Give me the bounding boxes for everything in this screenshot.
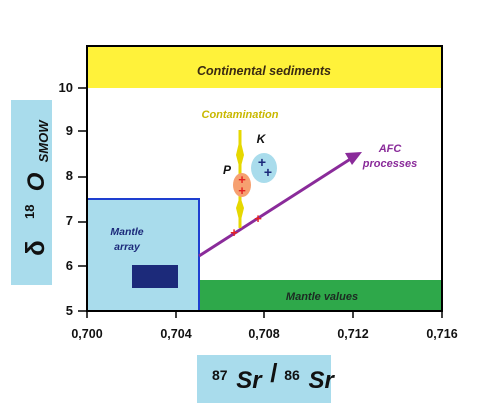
- x-axis-title: 87 Sr / 86 Sr: [212, 358, 335, 394]
- afc-label-line2: processes: [362, 158, 417, 170]
- y-axis-title: δ 18 O SMOW: [10, 119, 51, 256]
- x-tick-label: 0,716: [426, 327, 457, 341]
- y-tick-label: 6: [66, 258, 73, 273]
- k-label: K: [257, 132, 267, 146]
- k-data-point: +: [264, 164, 272, 180]
- mantle-array-label-line2: array: [114, 241, 141, 253]
- y-tick-label: 5: [66, 303, 73, 318]
- p-label: P: [223, 163, 232, 177]
- contamination-label: Contamination: [202, 109, 279, 121]
- afc-label-line1: AFC: [378, 143, 403, 155]
- contamination-marker: [236, 196, 244, 224]
- y-tick-label: 8: [66, 168, 73, 183]
- mantle-array-label-line1: Mantle: [110, 226, 143, 238]
- p-data-point: +: [238, 183, 246, 198]
- mantle-array-field: [86, 198, 200, 312]
- continental-sediments-field: [87, 46, 442, 88]
- y-axis-title-sup: 18: [22, 205, 37, 219]
- x-tick-label: 0,704: [160, 327, 191, 341]
- x-axis-title-sup2: 86: [284, 367, 300, 383]
- k-sample-field: [251, 153, 277, 183]
- x-axis-label-box: [197, 355, 331, 403]
- x-axis: 0,700 0,704 0,708 0,712 0,716: [71, 311, 458, 341]
- svg-text:87 Sr / 86: 87 Sr / 86 Sr: [212, 358, 335, 394]
- x-tick-label: 0,700: [71, 327, 102, 341]
- svg-text:δ 18 O SMOW: δ 18 O SMOW: [10, 119, 51, 256]
- y-axis: 5 6 7 8 9 10: [59, 80, 87, 318]
- x-tick-label: 0,708: [248, 327, 279, 341]
- p-data-point: +: [238, 172, 246, 187]
- afc-trend-line: [198, 156, 353, 258]
- y-tick-label: 9: [66, 123, 73, 138]
- afc-data-point: +: [230, 225, 238, 240]
- y-tick-label: 10: [59, 80, 73, 95]
- x-axis-title-main2: Sr: [308, 367, 335, 394]
- continental-sediments-label: Continental sediments: [197, 64, 331, 78]
- y-axis-title-delta: δ: [20, 240, 50, 256]
- x-tick-label: 0,712: [337, 327, 368, 341]
- x-axis-title-main1: Sr: [236, 367, 263, 394]
- y-axis-title-main: O: [23, 172, 50, 191]
- y-tick-label: 7: [66, 213, 73, 228]
- x-axis-title-sup1: 87: [212, 367, 228, 383]
- k-data-point: +: [258, 154, 266, 170]
- y-axis-title-sub: SMOW: [36, 119, 51, 163]
- afc-arrow-head: [345, 152, 362, 165]
- contamination-marker: [236, 138, 244, 170]
- afc-data-point: +: [254, 211, 262, 226]
- mantle-array-core: [132, 265, 178, 288]
- x-axis-title-sep: /: [270, 358, 277, 388]
- y-axis-label-box: [11, 100, 52, 285]
- mantle-values-label: Mantle values: [286, 291, 358, 303]
- mantle-values-field: [199, 280, 442, 311]
- p-sample-field: [233, 173, 251, 197]
